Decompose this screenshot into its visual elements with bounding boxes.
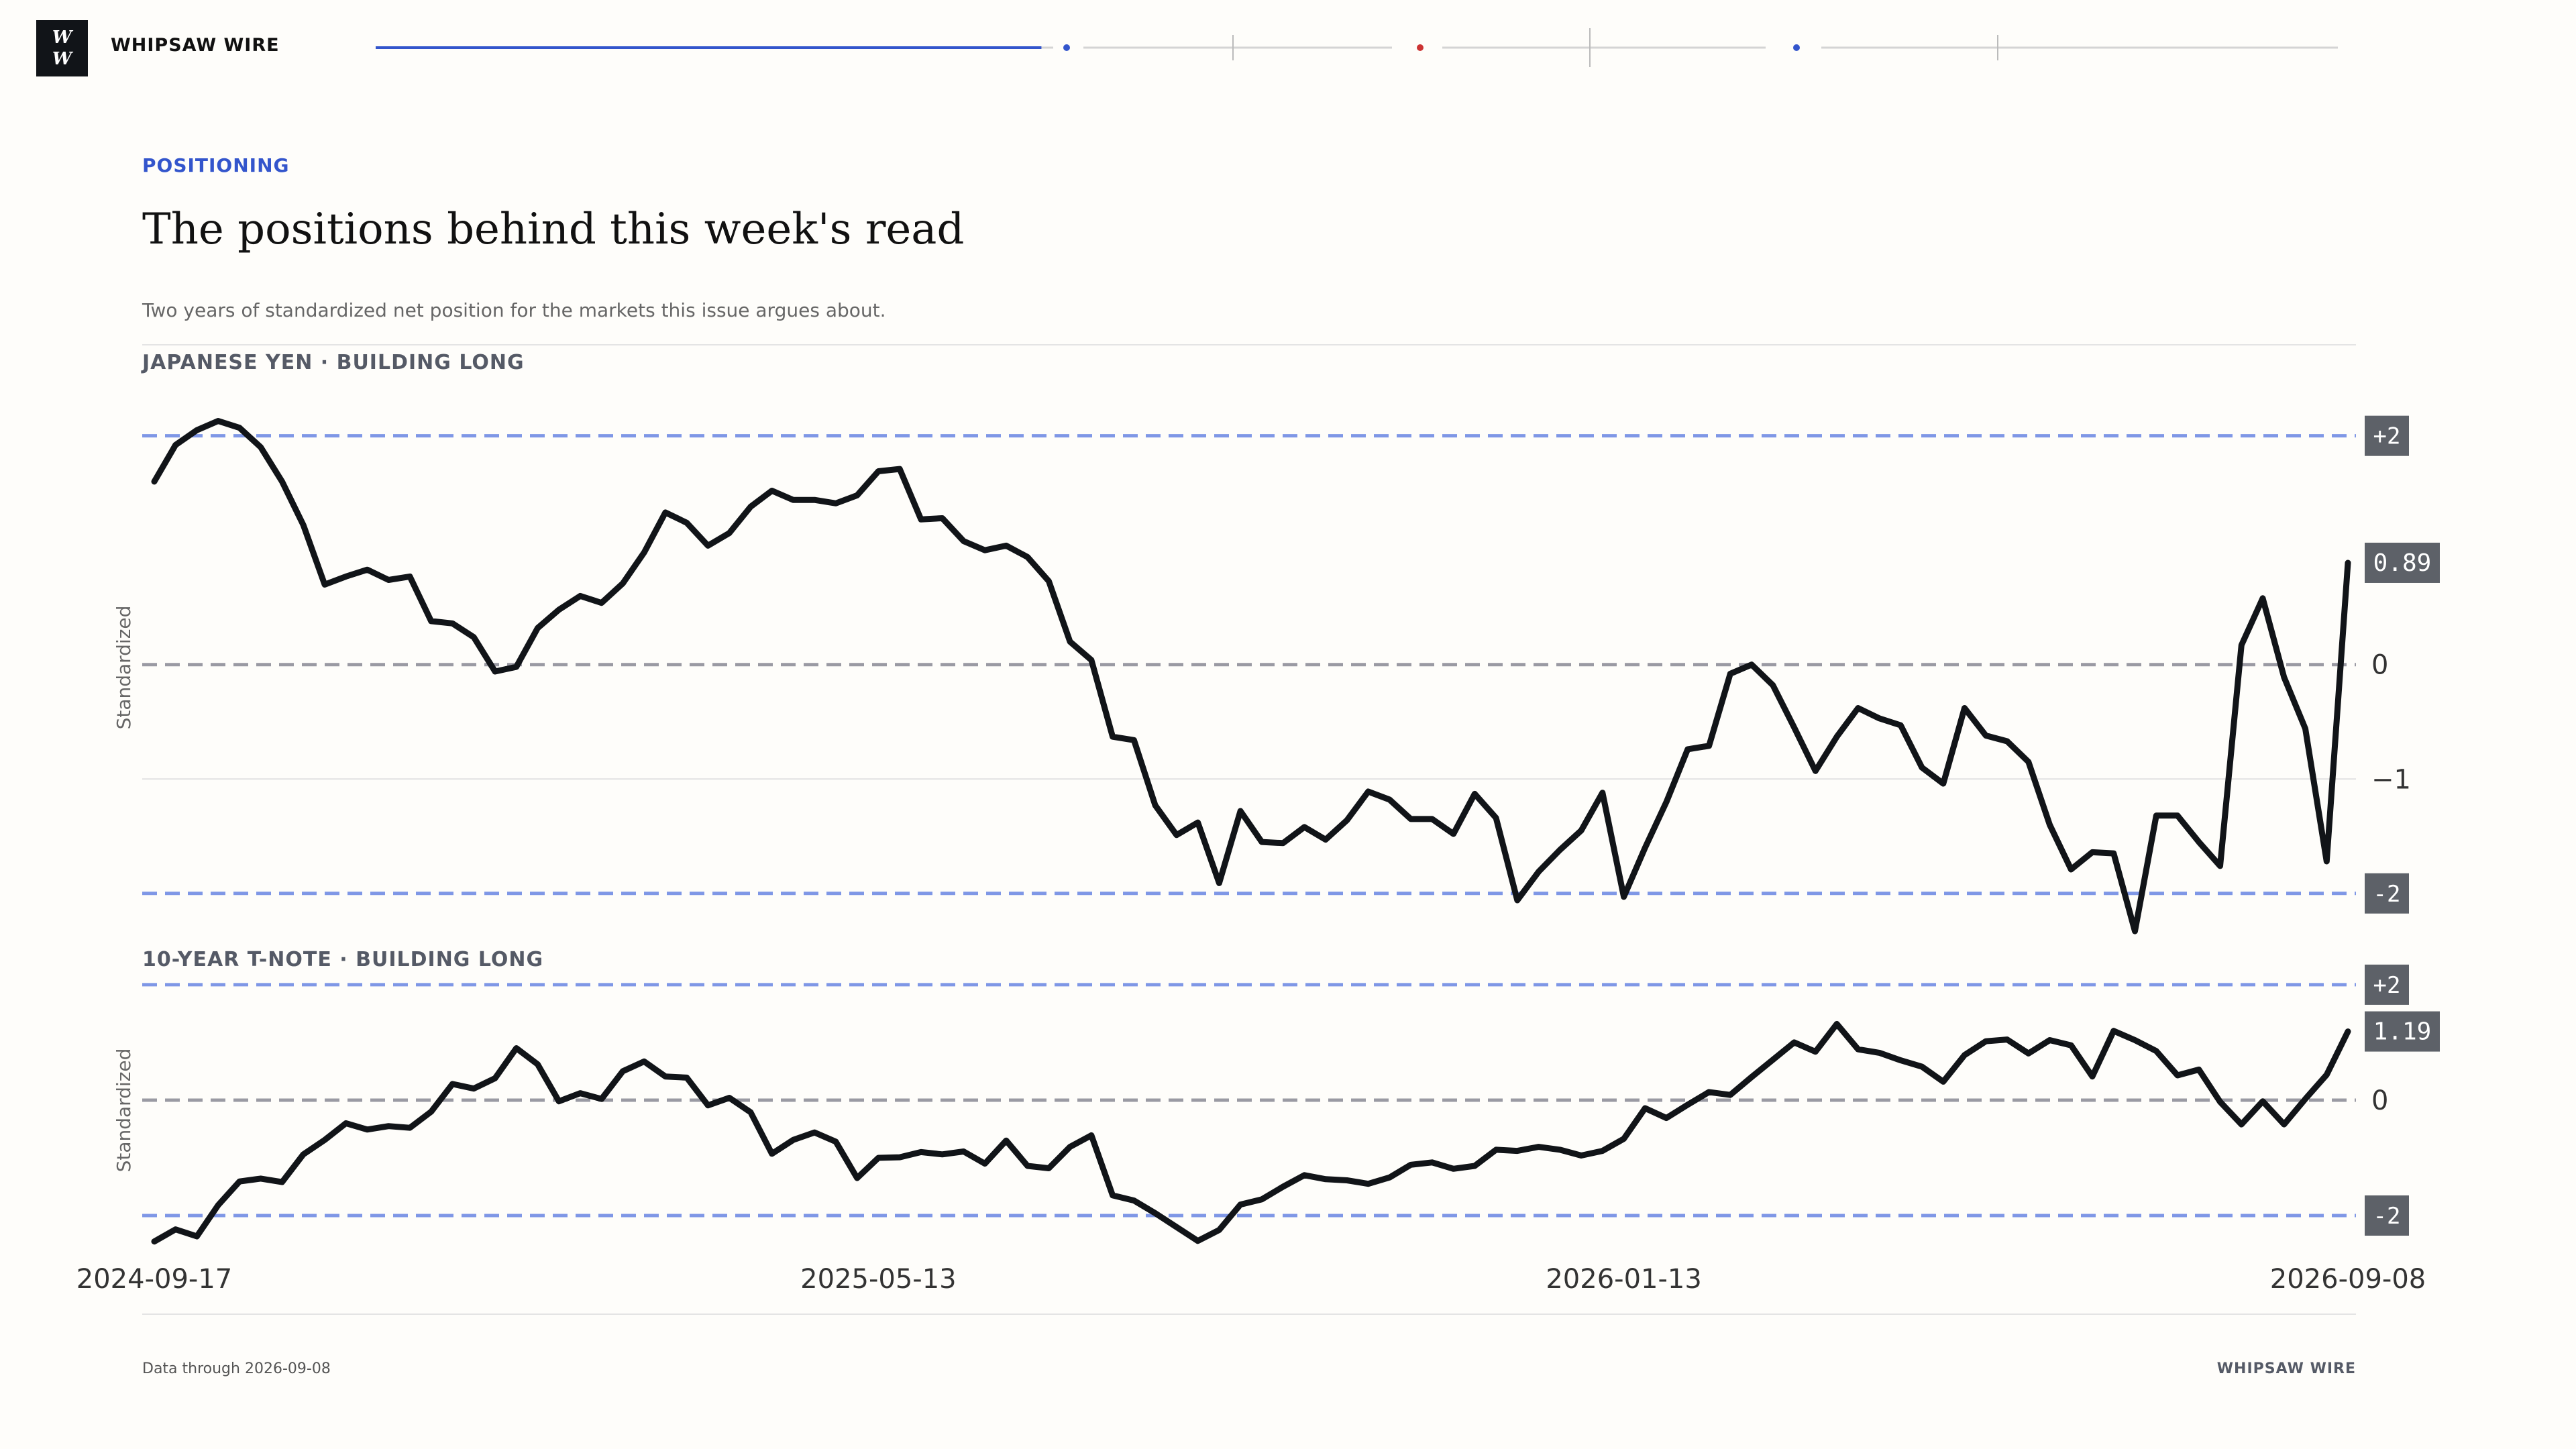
chart-panel-0: +2 0 −1 -2 0.89 Standardized: [113, 415, 2440, 934]
band-badge: [2365, 873, 2409, 914]
panel-title-tnote: 10-YEAR T-NOTE · BUILDING LONG: [142, 948, 544, 971]
y-tick-label: -2: [2373, 881, 2401, 908]
header-divider: [142, 344, 2356, 345]
y-tick-label: -2: [2373, 1203, 2401, 1230]
page-subtitle: Two years of standardized net position f…: [142, 299, 886, 321]
x-tick-label: 2024-09-17: [76, 1264, 232, 1295]
band-badge: [2365, 415, 2409, 456]
last-value-label: 1.19: [2373, 1018, 2432, 1046]
series-line: [151, 1020, 2351, 1245]
reading-progress-bar: [376, 28, 2338, 67]
site-header: W W WHIPSAW WIRE: [0, 0, 2576, 94]
chart-panel-1: +2 0 -2 1.19 Standardized: [113, 964, 2440, 1245]
footer-divider: [142, 1313, 2356, 1315]
y-axis-label: Standardized: [113, 606, 135, 730]
section-marker-3: [1793, 44, 1800, 51]
section-marker-2: [1417, 44, 1424, 51]
footer-brand[interactable]: WHIPSAW WIRE: [2216, 1360, 2356, 1377]
logo-letter-bottom: W: [52, 49, 72, 69]
site-brand[interactable]: WHIPSAW WIRE: [111, 35, 280, 56]
x-tick-label: 2025-05-13: [800, 1264, 956, 1295]
y-tick-label: +2: [2373, 423, 2401, 450]
section-marker-1: [1063, 44, 1070, 51]
y-tick-label: −1: [2371, 764, 2411, 795]
y-tick-label: 0: [2371, 650, 2388, 681]
panel-title-yen: JAPANESE YEN · BUILDING LONG: [142, 351, 525, 374]
last-value-label: 0.89: [2373, 549, 2432, 577]
section-kicker: POSITIONING: [142, 154, 290, 176]
band-badge: [2365, 964, 2409, 1005]
y-axis-label: Standardized: [113, 1049, 135, 1173]
x-tick-label: 2026-01-13: [1546, 1264, 1701, 1295]
data-through-note: Data through 2026-09-08: [142, 1360, 331, 1377]
y-tick-label: 0: [2371, 1085, 2388, 1116]
x-tick-label: 2026-09-08: [2270, 1264, 2426, 1295]
logo-letter-top: W: [52, 28, 72, 48]
site-logo[interactable]: W W: [36, 20, 88, 76]
y-tick-label: +2: [2373, 972, 2401, 999]
band-badge: [2365, 1195, 2409, 1236]
series-line: [151, 418, 2351, 934]
page-title: The positions behind this week's read: [142, 205, 965, 254]
last-value-badge: [2365, 1011, 2440, 1052]
last-value-badge: [2365, 542, 2440, 583]
